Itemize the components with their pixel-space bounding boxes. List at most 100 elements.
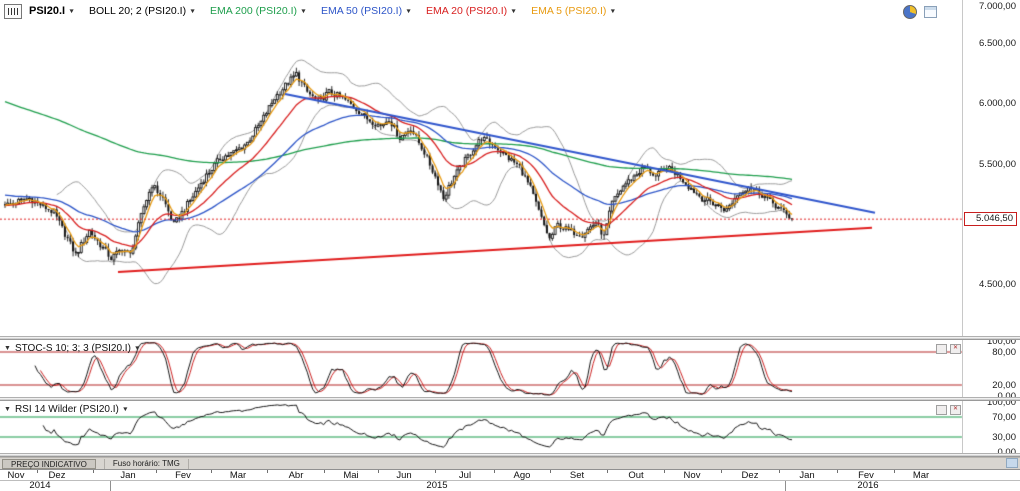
month-tick xyxy=(836,470,838,473)
stochastic-axis-label: 100,00 xyxy=(986,336,1016,347)
stochastic-pane-controls: ✕ xyxy=(936,344,961,354)
month-tick xyxy=(155,470,157,473)
pane-separator[interactable] xyxy=(0,336,1020,340)
candlestick-glyph xyxy=(8,7,18,15)
year-label: 2016 xyxy=(857,480,879,491)
rsi-axis-label: 100,00 xyxy=(986,397,1016,408)
year-label: 2015 xyxy=(426,480,448,491)
stochastic-axis-label: 20,00 xyxy=(992,380,1016,391)
month-tick xyxy=(549,470,551,473)
stochastic-legend-label: STOC-S 10; 3; 3 (PSI20.I) xyxy=(14,343,131,354)
price-axis-label: 5.500,00 xyxy=(979,158,1016,170)
month-tick xyxy=(778,470,780,473)
month-label: Ago xyxy=(513,470,531,481)
month-tick xyxy=(323,470,325,473)
chevron-down-icon: ▼ xyxy=(68,7,76,15)
panel-layout-icon[interactable] xyxy=(924,6,937,18)
month-tick xyxy=(377,470,379,473)
month-label: Abr xyxy=(288,470,304,481)
rsi-axis-label: 0,00 xyxy=(998,448,1017,458)
month-label: Jan xyxy=(799,470,815,481)
month-label: Dez xyxy=(48,470,66,481)
month-label: Fev xyxy=(858,470,874,481)
month-label: Jan xyxy=(120,470,136,481)
current-price-badge: 5.046,50 xyxy=(964,212,1017,226)
close-pane-icon[interactable]: ✕ xyxy=(950,405,961,415)
chevron-down-icon: ▼ xyxy=(189,7,197,15)
month-tick xyxy=(606,470,608,473)
month-tick xyxy=(721,470,722,473)
year-label: 2014 xyxy=(29,480,51,491)
rsi-axis-label: 70,00 xyxy=(992,412,1016,423)
month-label: Mai xyxy=(343,470,359,481)
indicator-ema50-label: EMA 50 (PSI20.I) xyxy=(320,5,403,17)
status-bar: PREÇO INDICATIVO Fuso horário: TMG xyxy=(0,457,1020,469)
indicator-ema50[interactable]: EMA 50 (PSI20.I) ▼ xyxy=(321,5,412,17)
time-axis[interactable]: Nov Dez Jan Fev Mar Abr Mai Jun Jul Ago Set Out Nov D… xyxy=(0,469,1020,481)
month-tick xyxy=(493,470,495,473)
stochastic-pane-legend[interactable]: ▼ STOC-S 10; 3; 3 (PSI20.I) ▼ xyxy=(4,343,141,354)
indicator-boll-label: BOLL 20; 2 (PSI20.I) xyxy=(89,5,187,17)
month-tick xyxy=(664,470,665,473)
price-axis-label: 6.000,00 xyxy=(979,98,1016,110)
month-tick xyxy=(36,470,38,473)
month-tick xyxy=(92,470,94,473)
price-axis[interactable]: 5.046,50 7.000,00 6.500,00 6.000,00 5.500,0… xyxy=(962,0,1020,458)
chart-style-icon[interactable] xyxy=(4,3,22,19)
price-axis-label: 6.500,00 xyxy=(979,37,1016,49)
year-divider xyxy=(785,481,786,491)
collapse-pane-icon: ▼ xyxy=(4,345,11,352)
indicator-ema20[interactable]: EMA 20 (PSI20.I) ▼ xyxy=(426,5,517,17)
year-divider xyxy=(110,481,111,491)
scrollbar-corner[interactable] xyxy=(1006,458,1018,468)
chevron-down-icon: ▼ xyxy=(405,7,413,15)
month-tick xyxy=(267,470,268,473)
chevron-down-icon: ▼ xyxy=(133,345,141,352)
pane-separator[interactable] xyxy=(0,453,1020,457)
pie-chart-icon[interactable] xyxy=(903,5,917,19)
year-axis[interactable]: 2014 2015 2016 xyxy=(0,480,1020,491)
chevron-down-icon: ▼ xyxy=(609,7,617,15)
chart-tools xyxy=(903,5,937,19)
month-label: Mar xyxy=(229,470,247,481)
pane-separator[interactable] xyxy=(0,397,1020,401)
indicative-price-label: PREÇO INDICATIVO xyxy=(2,458,96,469)
month-label: Mar xyxy=(912,470,930,481)
month-label: Out xyxy=(628,470,644,481)
stochastic-axis-label: 0,00 xyxy=(998,392,1017,402)
month-label: Fev xyxy=(175,470,191,481)
close-pane-icon[interactable]: ✕ xyxy=(950,344,961,354)
month-label: Jul xyxy=(458,470,472,481)
indicator-ema5[interactable]: EMA 5 (PSI20.I) ▼ xyxy=(531,5,616,17)
indicator-ema200-label: EMA 200 (PSI20.I) xyxy=(210,5,298,17)
indicator-ema200[interactable]: EMA 200 (PSI20.I) ▼ xyxy=(210,5,307,17)
indicator-ema5-label: EMA 5 (PSI20.I) xyxy=(531,5,607,17)
stochastic-axis-label: 80,00 xyxy=(992,347,1016,358)
month-label: Jun xyxy=(396,470,412,481)
instrument-selector[interactable]: PSI20.I ▼ xyxy=(29,5,75,17)
rsi-legend-label: RSI 14 Wilder (PSI20.I) xyxy=(14,404,119,415)
month-label: Set xyxy=(569,470,585,481)
month-label: Nov xyxy=(7,470,25,481)
price-axis-label: 7.000,00 xyxy=(979,1,1016,12)
collapse-pane-icon: ▼ xyxy=(4,406,11,413)
month-label: Dez xyxy=(741,470,759,481)
month-label: Nov xyxy=(683,470,701,481)
rsi-pane-legend[interactable]: ▼ RSI 14 Wilder (PSI20.I) ▼ xyxy=(4,404,129,415)
month-tick xyxy=(210,470,212,473)
chevron-down-icon: ▼ xyxy=(510,7,518,15)
maximize-pane-icon[interactable] xyxy=(936,405,947,415)
instrument-label: PSI20.I xyxy=(29,5,66,17)
rsi-axis-label: 30,00 xyxy=(992,432,1016,443)
price-axis-label: 4.500,00 xyxy=(979,279,1016,291)
month-tick xyxy=(434,470,436,473)
legend-bar: PSI20.I ▼ BOLL 20; 2 (PSI20.I) ▼ EMA 200… xyxy=(4,3,630,19)
timezone-label: Fuso horário: TMG xyxy=(103,458,189,469)
rsi-pane-controls: ✕ xyxy=(936,405,961,415)
indicator-ema20-label: EMA 20 (PSI20.I) xyxy=(426,5,508,17)
maximize-pane-icon[interactable] xyxy=(936,344,947,354)
month-tick xyxy=(893,470,895,473)
chevron-down-icon: ▼ xyxy=(121,406,129,413)
indicator-boll[interactable]: BOLL 20; 2 (PSI20.I) ▼ xyxy=(89,5,196,17)
